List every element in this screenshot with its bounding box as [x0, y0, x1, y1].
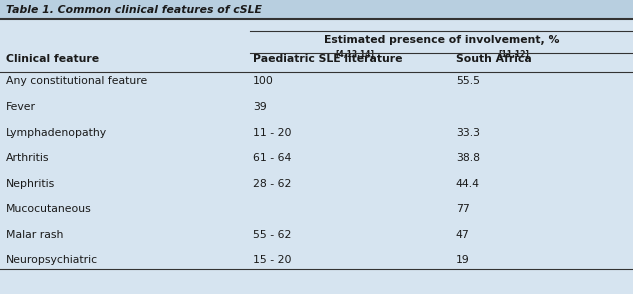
Text: Estimated presence of involvement, %: Estimated presence of involvement, %	[323, 35, 560, 45]
Text: Mucocutaneous: Mucocutaneous	[6, 204, 92, 214]
Text: Arthritis: Arthritis	[6, 153, 50, 163]
Text: 77: 77	[456, 204, 470, 214]
Text: 33.3: 33.3	[456, 128, 480, 138]
Text: Fever: Fever	[6, 102, 36, 112]
Text: Malar rash: Malar rash	[6, 230, 64, 240]
Text: 44.4: 44.4	[456, 179, 480, 189]
Text: [11,12]: [11,12]	[499, 50, 529, 59]
Text: 55 - 62: 55 - 62	[253, 230, 292, 240]
Text: 15 - 20: 15 - 20	[253, 255, 292, 265]
Text: Nephritis: Nephritis	[6, 179, 56, 189]
Text: Neuropsychiatric: Neuropsychiatric	[6, 255, 99, 265]
Text: South Africa: South Africa	[456, 54, 536, 64]
Text: 38.8: 38.8	[456, 153, 480, 163]
Text: Any constitutional feature: Any constitutional feature	[6, 76, 147, 86]
Text: Lymphadenopathy: Lymphadenopathy	[6, 128, 108, 138]
Text: 11 - 20: 11 - 20	[253, 128, 292, 138]
Text: 39: 39	[253, 102, 267, 112]
Text: 19: 19	[456, 255, 470, 265]
Text: 61 - 64: 61 - 64	[253, 153, 292, 163]
Text: 47: 47	[456, 230, 470, 240]
Text: Table 1. Common clinical features of cSLE: Table 1. Common clinical features of cSL…	[6, 4, 262, 15]
FancyBboxPatch shape	[0, 0, 633, 19]
Text: Clinical feature: Clinical feature	[6, 54, 99, 64]
Text: 55.5: 55.5	[456, 76, 480, 86]
Text: [4,13,14]: [4,13,14]	[335, 50, 375, 59]
Text: 28 - 62: 28 - 62	[253, 179, 292, 189]
Text: Paediatric SLE literature: Paediatric SLE literature	[253, 54, 403, 64]
Text: 100: 100	[253, 76, 274, 86]
